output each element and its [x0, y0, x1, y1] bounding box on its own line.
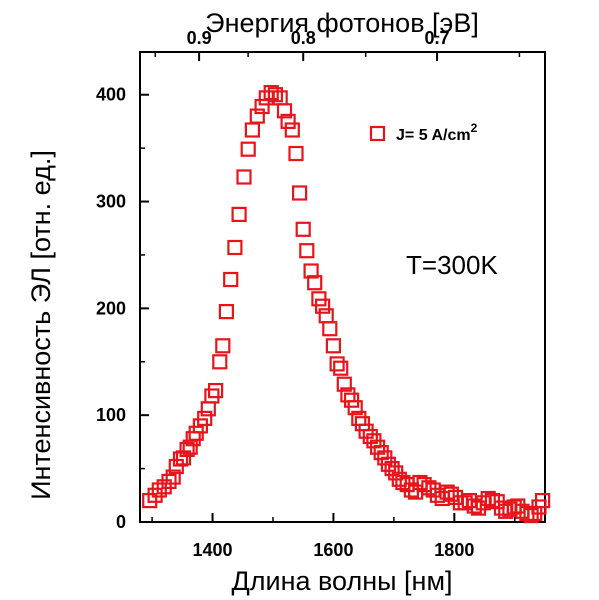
plot-area [139, 51, 546, 523]
data-point [151, 482, 167, 498]
data-point [292, 185, 308, 201]
data-point [325, 338, 341, 354]
plot-border [139, 51, 546, 523]
legend-label: J= 5 A/cm2 [396, 121, 478, 144]
data-point [299, 243, 315, 259]
data-point [288, 145, 304, 162]
data-point [307, 275, 323, 291]
data-point [284, 122, 300, 138]
data-point [523, 508, 539, 524]
data-point [200, 401, 216, 417]
data-point [443, 486, 459, 502]
x-tick-label: 1600 [313, 540, 353, 560]
data-point [416, 477, 432, 493]
x-axis-title: Длина волны [нм] [231, 566, 452, 596]
top-tick-label: 0.8 [291, 28, 316, 48]
data-point [197, 410, 213, 426]
x-tick-label: 1800 [434, 540, 474, 560]
data-point [156, 479, 172, 495]
data-point [439, 484, 455, 500]
top-axis-title: Энергия фотонов [эВ] [205, 8, 479, 38]
data-point [244, 122, 260, 138]
data-point [258, 90, 274, 106]
data-point [223, 271, 239, 288]
data-point [147, 487, 163, 503]
data-point [322, 321, 338, 337]
data-point [347, 400, 363, 416]
data-point [303, 263, 319, 279]
data-point [336, 376, 352, 392]
legend: J= 5 A/cm2 [369, 121, 478, 144]
data-point [254, 98, 270, 115]
data-point [218, 304, 234, 320]
y-tick-label: 300 [96, 192, 126, 212]
data-point [204, 388, 220, 404]
y-tick-label: 100 [96, 405, 126, 425]
data-point [231, 206, 247, 222]
y-tick-label: 400 [96, 85, 126, 105]
data-point [276, 103, 293, 119]
data-point [212, 354, 228, 370]
data-point [208, 383, 224, 399]
data-point [240, 141, 256, 157]
data-point [215, 338, 231, 354]
x-tick-label: 1400 [193, 540, 233, 560]
data-point [165, 469, 181, 485]
data-markers [142, 84, 551, 524]
data-point [318, 308, 334, 324]
y-tick-label: 200 [96, 298, 126, 318]
data-point [447, 489, 464, 505]
axis-ticks: 1400 1600 1800 0 100 200 300 400 0.9 0.8 0.7 [96, 28, 521, 560]
data-point [236, 169, 252, 185]
data-point [161, 473, 177, 489]
data-point [280, 113, 296, 130]
data-point [358, 423, 374, 439]
top-tick-label: 0.7 [425, 28, 450, 48]
data-point [249, 108, 265, 124]
data-point [329, 356, 345, 372]
data-point [391, 471, 407, 487]
data-point [295, 221, 311, 237]
data-point [534, 493, 551, 509]
y-tick-label: 0 [116, 512, 126, 532]
data-point [267, 87, 283, 103]
data-point [480, 490, 496, 507]
data-point [333, 360, 349, 376]
data-point [315, 298, 331, 314]
data-point [272, 90, 288, 106]
y-axis-title: Интенсивность ЭЛ [отн. ед.] [26, 150, 56, 500]
data-point [263, 84, 279, 101]
top-tick-label: 0.9 [187, 28, 212, 48]
data-point [227, 239, 243, 256]
legend-marker [369, 125, 386, 142]
temperature-annotation: T=300K [406, 250, 498, 280]
